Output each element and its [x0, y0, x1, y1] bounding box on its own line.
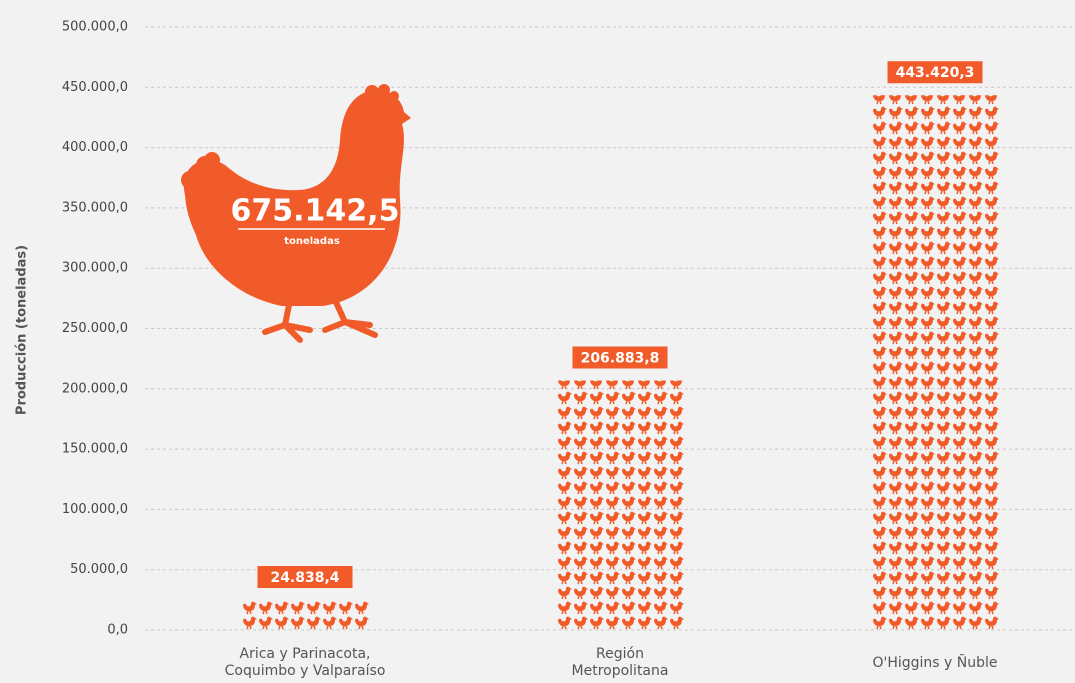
y-tick-label: 200.000,0: [62, 381, 128, 396]
hen-comb: [365, 85, 379, 99]
y-tick-label: 50.000,0: [70, 562, 128, 577]
value-label: 24.838,4: [270, 570, 339, 586]
y-tick-label: 400.000,0: [62, 140, 128, 155]
page: {"chart_data": {"type": "pictogram", "y_…: [0, 0, 1075, 678]
y-tick-label: 450.000,0: [62, 80, 128, 95]
hen-tail: [204, 152, 220, 168]
x-tick-label: Región Metropolitana: [565, 643, 675, 683]
y-tick-label: 0,0: [107, 623, 128, 638]
bar: [871, 95, 999, 630]
hen-comb: [389, 91, 399, 101]
hen-illustration: 675.142,5 toneladas: [181, 84, 411, 340]
chart: Producción (toneladas) 675.142,5 tonelad…: [0, 0, 1075, 678]
y-tick-label: 500.000,0: [62, 20, 128, 35]
y-tick-label: 150.000,0: [62, 442, 128, 457]
y-tick-label: 300.000,0: [62, 261, 128, 276]
annotation-unit: toneladas: [284, 236, 340, 247]
y-axis-label: Producción (toneladas): [15, 245, 30, 415]
y-tick-label: 350.000,0: [62, 200, 128, 215]
annotation-value: 675.142,5: [231, 194, 400, 229]
y-tick-label: 100.000,0: [62, 502, 128, 517]
value-label: 443.420,3: [896, 65, 975, 81]
hen-tail: [181, 171, 199, 189]
bar: [241, 600, 369, 630]
value-label: 206.883,8: [581, 350, 660, 366]
x-tick-label: O'Higgins y Ñuble: [835, 643, 1035, 683]
hen-comb: [378, 84, 390, 96]
x-tick-label: Arica y Parinacota, Coquimbo y Valparaís…: [205, 643, 405, 683]
bar: [556, 380, 684, 630]
y-tick-label: 250.000,0: [62, 321, 128, 336]
